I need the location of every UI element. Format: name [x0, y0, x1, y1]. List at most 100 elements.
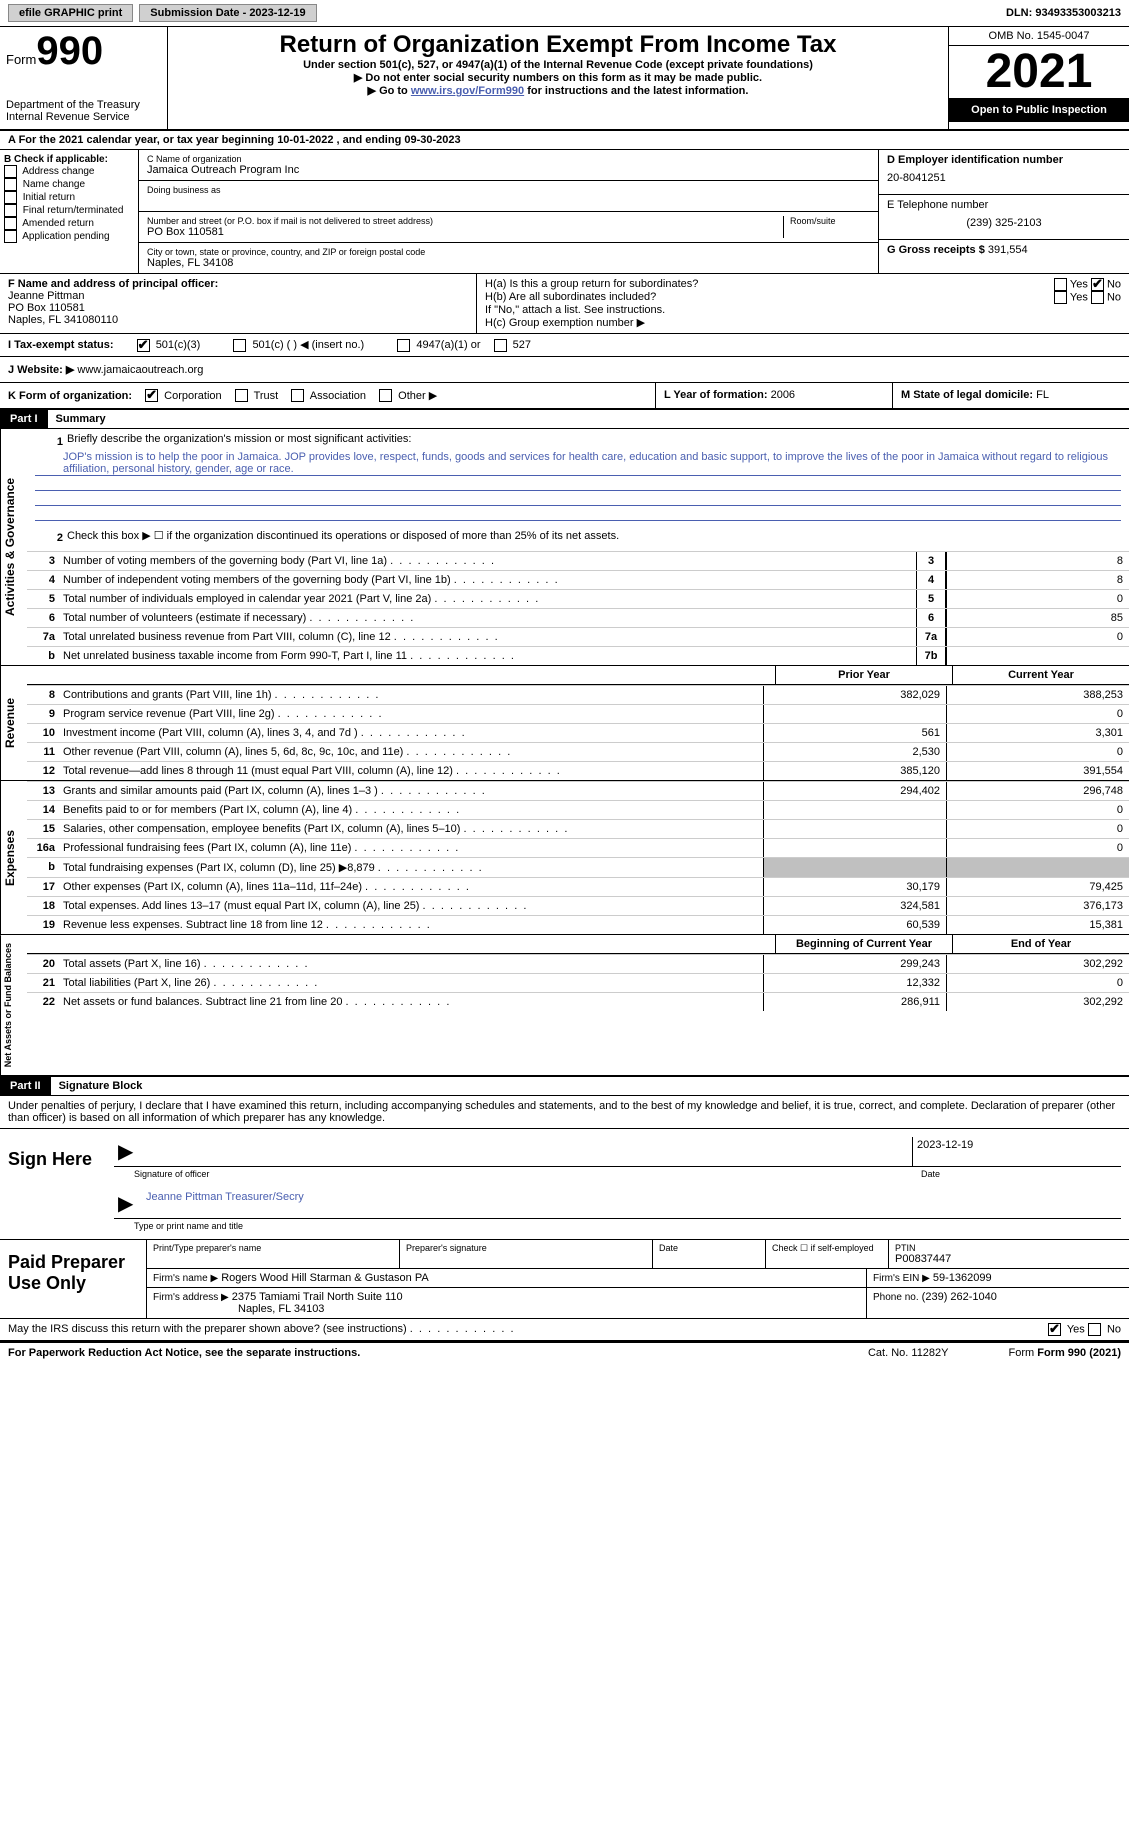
blank-line-3 — [35, 506, 1121, 521]
prior-val: 12,332 — [763, 974, 946, 992]
data-line: 18Total expenses. Add lines 13–17 (must … — [27, 896, 1129, 915]
line-box: 5 — [916, 590, 946, 608]
b-item: Address change — [4, 165, 134, 178]
b-checkbox[interactable] — [4, 217, 17, 230]
prior-val — [763, 858, 946, 877]
line-desc: Total fundraising expenses (Part IX, col… — [59, 858, 763, 877]
hb-yes-cb[interactable] — [1054, 291, 1067, 304]
discuss-yes-cb[interactable] — [1048, 1323, 1061, 1336]
blank-line-2 — [35, 491, 1121, 506]
section-c: C Name of organization Jamaica Outreach … — [139, 150, 879, 273]
b-checkbox[interactable] — [4, 165, 17, 178]
b-heading: B Check if applicable: — [4, 154, 134, 165]
sig-date: 2023-12-19 — [912, 1137, 1121, 1166]
data-line: 16aProfessional fundraising fees (Part I… — [27, 838, 1129, 857]
line-num: 20 — [27, 955, 59, 973]
line-desc: Other expenses (Part IX, column (A), lin… — [59, 878, 763, 896]
other-cb[interactable] — [379, 389, 392, 402]
efile-btn[interactable]: efile GRAPHIC print — [8, 4, 133, 22]
current-val: 79,425 — [946, 878, 1129, 896]
blank-line-1 — [35, 476, 1121, 491]
501c-cb[interactable] — [233, 339, 246, 352]
b-checkbox[interactable] — [4, 204, 17, 217]
section-i: I Tax-exempt status: 501(c)(3) 501(c) ( … — [0, 334, 1129, 357]
date-label: Date — [921, 1169, 1121, 1179]
opt-assoc: Association — [310, 390, 366, 402]
tax-year: 2021 — [949, 46, 1129, 98]
ha-no-cb[interactable] — [1091, 278, 1104, 291]
current-val — [946, 858, 1129, 877]
line-val — [946, 647, 1129, 665]
data-line: bTotal fundraising expenses (Part IX, co… — [27, 857, 1129, 877]
footer: For Paperwork Reduction Act Notice, see … — [0, 1342, 1129, 1363]
data-line: 17Other expenses (Part IX, column (A), l… — [27, 877, 1129, 896]
b-checkbox[interactable] — [4, 178, 17, 191]
trust-cb[interactable] — [235, 389, 248, 402]
street-label: Number and street (or P.O. box if mail i… — [147, 216, 783, 226]
part1-header-row: Part I Summary — [0, 410, 1129, 429]
line-desc: Program service revenue (Part VIII, line… — [59, 705, 763, 723]
ha-label: H(a) Is this a group return for subordin… — [485, 278, 698, 291]
501c3-cb[interactable] — [137, 339, 150, 352]
opt-527: 527 — [513, 339, 531, 351]
prior-val: 385,120 — [763, 762, 946, 780]
sub-date-btn[interactable]: Submission Date - 2023-12-19 — [139, 4, 316, 22]
discuss-no-cb[interactable] — [1088, 1323, 1101, 1336]
hb-note: If "No," attach a list. See instructions… — [485, 304, 1121, 316]
section-d: D Employer identification number 20-8041… — [879, 150, 1129, 273]
org-name: Jamaica Outreach Program Inc — [147, 164, 870, 176]
assoc-cb[interactable] — [291, 389, 304, 402]
current-val: 15,381 — [946, 916, 1129, 934]
prep-date-label: Date — [659, 1243, 759, 1253]
irs-link[interactable]: www.irs.gov/Form990 — [411, 85, 524, 97]
527-cb[interactable] — [494, 339, 507, 352]
officer-name: Jeanne Pittman — [8, 290, 468, 302]
4947-cb[interactable] — [397, 339, 410, 352]
firm-ein: 59-1362099 — [933, 1272, 992, 1284]
gov-line: bNet unrelated business taxable income f… — [27, 646, 1129, 665]
data-line: 20Total assets (Part X, line 16)299,2433… — [27, 954, 1129, 973]
line-desc: Grants and similar amounts paid (Part IX… — [59, 782, 763, 800]
ha-yes-cb[interactable] — [1054, 278, 1067, 291]
line-num: 7a — [27, 628, 59, 646]
city-label: City or town, state or province, country… — [147, 247, 870, 257]
b-checkbox[interactable] — [4, 191, 17, 204]
side-netassets: Net Assets or Fund Balances — [0, 935, 27, 1075]
data-line: 12Total revenue—add lines 8 through 11 (… — [27, 761, 1129, 780]
section-h: H(a) Is this a group return for subordin… — [477, 274, 1129, 333]
gross-receipts: 391,554 — [988, 244, 1028, 256]
line-num: 21 — [27, 974, 59, 992]
data-line: 9Program service revenue (Part VIII, lin… — [27, 704, 1129, 723]
prep-name-label: Print/Type preparer's name — [153, 1243, 393, 1253]
line-desc: Revenue less expenses. Subtract line 18 … — [59, 916, 763, 934]
discuss-yes: Yes — [1067, 1324, 1085, 1336]
ptin-label: PTIN — [895, 1243, 1123, 1253]
hb-no-cb[interactable] — [1091, 291, 1104, 304]
f-label: F Name and address of principal officer: — [8, 278, 468, 290]
current-val: 0 — [946, 839, 1129, 857]
form-label: Form — [6, 52, 36, 67]
data-line: 22Net assets or fund balances. Subtract … — [27, 992, 1129, 1011]
line-num: 17 — [27, 878, 59, 896]
instr-pre: ▶ Go to — [368, 85, 411, 97]
dept-treasury: Department of the Treasury Internal Reve… — [6, 99, 161, 123]
b-item: Application pending — [4, 230, 134, 243]
omb-number: OMB No. 1545-0047 — [949, 27, 1129, 46]
line-val: 8 — [946, 552, 1129, 570]
data-line: 14Benefits paid to or for members (Part … — [27, 800, 1129, 819]
hb-label: H(b) Are all subordinates included? — [485, 291, 656, 304]
opt-trust: Trust — [254, 390, 279, 402]
prior-val: 382,029 — [763, 686, 946, 704]
line-box: 4 — [916, 571, 946, 589]
line-num: 13 — [27, 782, 59, 800]
b-item: Amended return — [4, 217, 134, 230]
current-val: 391,554 — [946, 762, 1129, 780]
phone-label: E Telephone number — [887, 199, 1121, 211]
gov-line: 4Number of independent voting members of… — [27, 570, 1129, 589]
city: Naples, FL 34108 — [147, 257, 870, 269]
street: PO Box 110581 — [147, 226, 783, 238]
b-checkbox[interactable] — [4, 230, 17, 243]
room-label: Room/suite — [790, 216, 870, 226]
line-desc: Total unrelated business revenue from Pa… — [59, 628, 916, 646]
corp-cb[interactable] — [145, 389, 158, 402]
